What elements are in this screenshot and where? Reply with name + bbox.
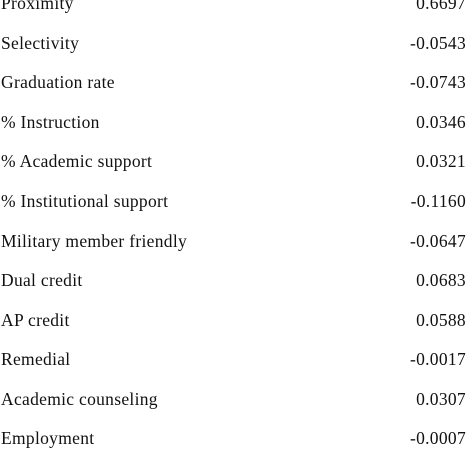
table-row: Military member friendly -0.0647 xyxy=(0,231,474,255)
row-value: 0.0307 xyxy=(416,389,466,409)
row-label: AP credit xyxy=(1,310,70,330)
row-label: Remedial xyxy=(1,349,71,369)
row-label: Employment xyxy=(1,428,95,448)
table-row: AP credit 0.0588 xyxy=(0,310,474,334)
row-value: 0.0321 xyxy=(416,151,466,171)
row-label: Academic counseling xyxy=(1,389,158,409)
row-value: 0.6697 xyxy=(416,0,466,13)
row-value: -0.1160 xyxy=(410,191,466,211)
row-value: -0.0743 xyxy=(409,72,466,92)
table-row: Employment -0.0007 xyxy=(0,428,474,452)
row-value: -0.0647 xyxy=(409,231,466,251)
row-value: -0.0007 xyxy=(409,428,466,448)
row-label: % Academic support xyxy=(1,151,153,171)
table-row: % Institutional support -0.1160 xyxy=(0,191,474,215)
table-row: % Academic support 0.0321 xyxy=(0,151,474,175)
table-row: Proximity 0.6697 xyxy=(0,0,474,17)
table-row: Graduation rate -0.0743 xyxy=(0,72,474,96)
row-value: 0.0346 xyxy=(416,112,466,132)
table-row: % Instruction 0.0346 xyxy=(0,112,474,136)
row-value: -0.0543 xyxy=(409,33,466,53)
row-value: 0.0683 xyxy=(416,270,466,290)
row-label: Proximity xyxy=(1,0,74,13)
table-row: Dual credit 0.0683 xyxy=(0,270,474,294)
row-label: Selectivity xyxy=(1,33,80,53)
row-label: Dual credit xyxy=(1,270,83,290)
row-label: % Institutional support xyxy=(1,191,169,211)
row-value: -0.0017 xyxy=(409,349,466,369)
row-label: Graduation rate xyxy=(1,72,115,92)
table-row: Selectivity -0.0543 xyxy=(0,33,474,57)
table-row: Remedial -0.0017 xyxy=(0,349,474,373)
row-label: Military member friendly xyxy=(1,231,188,251)
row-label: % Instruction xyxy=(1,112,100,132)
table-row: Academic counseling 0.0307 xyxy=(0,389,474,413)
row-value: 0.0588 xyxy=(416,310,466,330)
